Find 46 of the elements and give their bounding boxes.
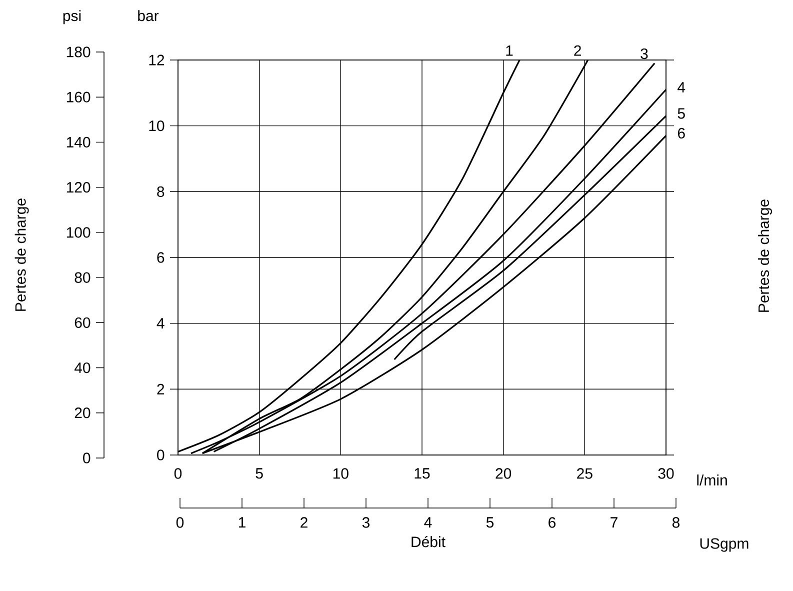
y-tick-label: 4 — [156, 318, 164, 328]
x2-tick-label: 0 — [176, 517, 184, 528]
y-tick-label: 2 — [157, 384, 164, 394]
series-label: 5 — [678, 108, 685, 119]
y-tick-label: 6 — [157, 252, 164, 263]
x-axis-title: Débit — [412, 536, 446, 548]
y-tick-label: 12 — [149, 54, 164, 66]
y2-tick-label: 100 — [66, 227, 90, 238]
x2-tick-label: 7 — [610, 517, 618, 528]
text: bar — [138, 10, 159, 22]
x-tick-label: 10 — [333, 468, 348, 479]
x-tick-label: 5 — [256, 468, 263, 479]
text: psi — [63, 10, 81, 24]
x2-tick-label: 3 — [362, 517, 370, 528]
y-tick-label: 8 — [157, 186, 164, 197]
y2-tick-label: 140 — [66, 136, 90, 148]
y2-tick-label: 20 — [74, 408, 90, 418]
x-tick-label: 25 — [577, 468, 592, 479]
y-tick-label: 10 — [149, 120, 164, 132]
x-tick-label: 20 — [496, 468, 512, 479]
y2-axis-title: Pertes de charge — [14, 198, 29, 311]
y2-tick-label: 0 — [83, 452, 90, 464]
y2-tick-label: 40 — [74, 362, 90, 374]
text: l/min — [697, 474, 727, 486]
y2-tick-label: 120 — [66, 182, 90, 193]
x2-tick-label: 5 — [486, 517, 494, 528]
x2-tick-label: 6 — [548, 517, 556, 528]
x2-tick-label: 8 — [672, 517, 680, 528]
series-label: 3 — [640, 48, 648, 60]
y2-tick-label: 80 — [74, 272, 90, 283]
x2-tick-label: 4 — [424, 517, 432, 528]
x-tick-label: 30 — [658, 468, 674, 479]
y2-tick-label: 60 — [74, 317, 90, 328]
text: Pertes de charge — [758, 200, 772, 312]
series-label: 2 — [574, 45, 581, 56]
series-label: 4 — [678, 82, 686, 92]
text: USgpm — [700, 538, 748, 552]
y2-tick-label: 160 — [66, 92, 90, 102]
x-tick-label: 0 — [174, 468, 182, 479]
series-label: 1 — [506, 45, 513, 56]
x-tick-label: 15 — [414, 468, 430, 479]
legend-label: 6 — [678, 128, 685, 138]
y-tick-label: 0 — [157, 450, 164, 460]
x2-tick-label: 1 — [238, 517, 246, 528]
y2-tick-label: 180 — [66, 46, 90, 58]
x2-tick-label: 2 — [300, 517, 308, 528]
